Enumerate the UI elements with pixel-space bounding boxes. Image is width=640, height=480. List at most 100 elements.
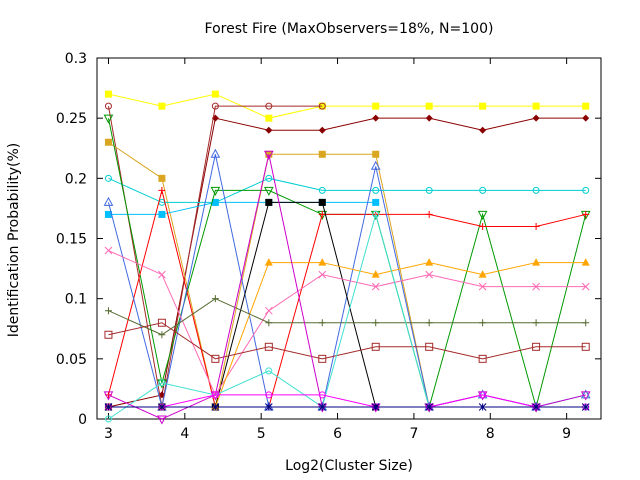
y-tick-label: 0.3	[65, 51, 87, 67]
data-point	[372, 150, 380, 158]
data-point	[318, 102, 326, 110]
data-point	[371, 403, 380, 411]
data-point	[158, 210, 166, 218]
data-point	[532, 258, 541, 266]
plot-area-border	[96, 57, 602, 420]
data-series	[103, 90, 591, 425]
data-point	[532, 403, 540, 411]
data-point	[582, 102, 590, 110]
data-point	[318, 354, 327, 363]
y-tick-label: 0.25	[56, 111, 87, 127]
data-point	[425, 342, 434, 351]
data-point	[265, 102, 273, 110]
data-point	[478, 282, 487, 291]
data-point	[532, 186, 540, 194]
data-point	[211, 102, 219, 110]
data-point	[318, 126, 326, 134]
data-point	[265, 114, 273, 122]
data-point	[478, 354, 487, 363]
data-point	[582, 210, 590, 218]
data-point	[532, 102, 540, 110]
series-line	[108, 201, 376, 215]
series-6	[104, 198, 380, 218]
y-tick-label: 0.1	[65, 292, 87, 308]
series-line	[107, 190, 586, 408]
data-point	[425, 102, 433, 110]
data-point	[158, 102, 166, 110]
data-point	[370, 160, 381, 170]
data-point	[479, 186, 487, 194]
data-point	[211, 354, 220, 363]
series-line	[108, 141, 430, 408]
series-line	[108, 93, 586, 119]
data-point	[532, 114, 540, 122]
data-point	[158, 403, 166, 411]
data-point	[425, 186, 433, 194]
x-tick-label: 8	[486, 426, 495, 442]
data-point	[104, 403, 113, 411]
chart-title: Forest Fire (MaxObservers=18%, N=100)	[205, 21, 494, 37]
data-point	[265, 391, 273, 399]
data-point	[318, 210, 326, 218]
series-line	[108, 394, 586, 408]
data-point	[104, 138, 112, 146]
series-4	[104, 138, 433, 411]
data-point	[532, 342, 541, 351]
data-point	[582, 186, 590, 194]
data-point	[318, 319, 326, 327]
data-point	[372, 319, 380, 327]
data-point	[372, 186, 380, 194]
series-1	[104, 90, 590, 122]
series-line	[108, 298, 586, 336]
series-13	[104, 295, 590, 339]
data-point	[532, 319, 540, 327]
data-point	[318, 403, 327, 411]
series-16	[103, 150, 591, 425]
data-point	[104, 415, 112, 423]
data-point	[532, 282, 540, 291]
plot-frame	[96, 57, 602, 420]
data-point	[265, 126, 273, 134]
data-point	[581, 342, 590, 351]
data-point	[265, 319, 273, 327]
data-point	[581, 258, 590, 266]
series-line	[107, 105, 323, 408]
data-point	[478, 403, 487, 411]
x-tick-label: 3	[104, 426, 113, 442]
data-point	[265, 174, 273, 182]
series-line	[108, 322, 586, 360]
x-tick-label: 5	[257, 426, 266, 442]
data-point	[318, 198, 326, 206]
data-point	[263, 186, 274, 196]
data-point	[582, 114, 590, 122]
x-axis-label: Log2(Cluster Size)	[285, 458, 413, 474]
data-point	[318, 258, 327, 266]
data-point	[104, 102, 112, 110]
y-tick-label: 0.2	[65, 171, 87, 187]
data-point	[104, 174, 112, 182]
x-tick-label: 7	[409, 426, 418, 442]
data-point	[318, 150, 326, 158]
data-point	[372, 210, 380, 218]
data-point	[211, 391, 219, 399]
series-line	[108, 201, 377, 408]
data-point	[581, 403, 590, 411]
data-point	[425, 114, 433, 122]
data-point	[372, 198, 380, 206]
x-tick-label: 9	[562, 426, 571, 442]
series-18	[104, 403, 590, 411]
data-point	[210, 186, 221, 196]
data-point	[371, 342, 380, 351]
data-point	[264, 306, 273, 315]
data-point	[479, 222, 487, 230]
data-point	[104, 210, 112, 218]
data-point	[158, 379, 166, 387]
data-point	[478, 270, 487, 278]
data-point	[532, 222, 540, 230]
data-point	[104, 307, 112, 315]
data-point	[211, 198, 219, 206]
data-point	[372, 114, 380, 122]
data-point	[265, 367, 273, 375]
y-tick-label: 0	[78, 412, 87, 428]
